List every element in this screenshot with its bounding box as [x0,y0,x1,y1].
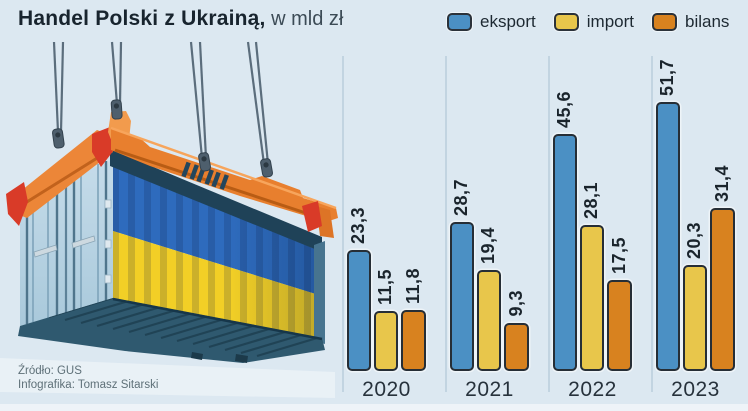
bar-value-label-eksport-2021: 28,7 [451,178,471,216]
container-illustration [0,41,338,398]
bar-eksport-2023 [656,102,680,371]
credit-line: Infografika: Tomasz Sitarski [18,379,159,391]
bar-bilans-2023 [710,208,735,371]
bar-value-label-bilans-2020: 11,8 [402,267,423,304]
year-label-2020: 2020 [362,378,411,401]
bar-bilans-2022 [607,280,632,371]
legend-swatch-import [553,13,579,31]
year-group-2021: 28,7 19,4 9,3 2021 [450,179,529,401]
bar-column-bilans: 9,3 [504,290,529,371]
bottom-strip [0,404,748,411]
bar-eksport-2021 [450,222,474,371]
year-group-2022: 45,6 28,1 17,5 2022 [553,91,632,401]
container-top-rail [110,149,322,252]
source-line: Źródło: GUS [18,365,82,377]
bar-column-bilans: 11,8 [401,268,426,371]
bar-column-eksport: 51,7 [656,59,680,371]
ground-shadow [0,358,335,398]
bar-column-import: 11,5 [374,269,398,371]
bar-column-bilans: 31,4 [710,165,735,371]
year-label-2023: 2023 [671,378,720,401]
title-unit: w mld zł [265,8,344,30]
legend-item-eksport: eksport [447,12,536,32]
year-group-2023: 51,7 20,3 31,4 2023 [656,59,735,401]
title-main: Handel Polski z Ukrainą, [18,7,266,30]
legend-item-import: import [553,12,634,32]
container-flag-face [113,162,322,340]
bar-value-label-import-2022: 28,1 [581,181,601,219]
crane-cables [52,41,270,165]
bar-value-label-import-2023: 20,3 [684,221,704,259]
bar-value-label-import-2021: 19,4 [478,226,498,264]
bar-eksport-2020 [347,250,371,371]
bar-import-2023 [683,265,707,371]
spreader-rack-teeth [181,161,229,190]
legend-label: eksport [480,12,536,31]
crane-shackles [52,99,273,178]
bar-value-label-eksport-2023: 51,7 [657,58,677,96]
bar-import-2022 [580,225,604,371]
bar-import-2020 [374,311,398,371]
bar-value-label-bilans-2021: 9,3 [505,290,526,317]
legend-item-bilans: bilans [651,12,730,32]
bar-value-label-eksport-2020: 23,3 [348,206,368,244]
source-block: Źródło: GUS Infografika: Tomasz Sitarski [18,364,158,392]
crane-spreader [6,111,338,238]
chart-legend: eksport import bilans [447,12,729,32]
legend-label: bilans [684,12,730,31]
bar-bilans-2020 [401,310,426,371]
legend-swatch-eksport [447,13,472,31]
bar-column-bilans: 17,5 [607,237,632,371]
container-corner-post [314,241,325,344]
bar-bilans-2021 [504,323,529,371]
bar-column-eksport: 28,7 [450,179,474,371]
bar-column-eksport: 23,3 [347,207,371,371]
column-separator [548,56,550,392]
bar-column-import: 20,3 [683,222,707,371]
bar-column-eksport: 45,6 [553,91,577,371]
bar-value-label-import-2020: 11,5 [375,268,395,305]
bar-value-label-bilans-2022: 17,5 [608,236,629,274]
bar-column-import: 19,4 [477,227,501,371]
bar-value-label-bilans-2023: 31,4 [711,164,732,202]
column-separator [651,56,653,392]
year-label-2021: 2021 [465,378,514,401]
column-separator [445,56,447,392]
bar-column-import: 28,1 [580,182,604,371]
legend-swatch-bilans [651,13,677,31]
column-separator [342,56,344,392]
year-label-2022: 2022 [568,378,617,401]
page-title: Handel Polski z Ukrainą, w mld zł [18,7,343,31]
year-group-2020: 23,3 11,5 11,8 2020 [347,207,426,401]
legend-label: import [586,12,634,31]
bar-import-2021 [477,270,501,371]
bar-eksport-2022 [553,134,577,371]
bar-value-label-eksport-2022: 45,6 [554,90,574,128]
